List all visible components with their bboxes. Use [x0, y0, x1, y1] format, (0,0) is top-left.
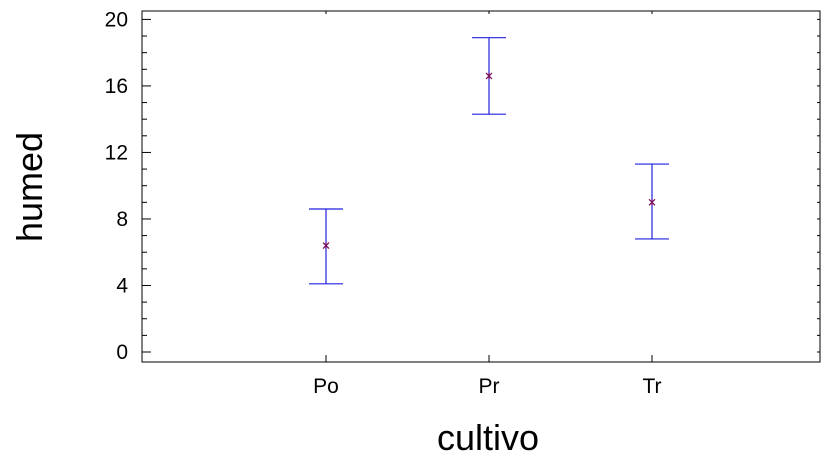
mean-marker — [322, 242, 330, 249]
error-bar-tr — [635, 163, 669, 240]
x-tick-label: Po — [313, 375, 339, 398]
error-bars — [309, 37, 669, 285]
mean-marker — [485, 72, 493, 80]
plot-frame — [141, 10, 821, 363]
x-axis: Po Pr Tr — [313, 11, 662, 398]
mean-marker — [648, 198, 656, 206]
y-axis-title: humed — [9, 132, 50, 242]
y-tick-label: 12 — [105, 141, 128, 164]
y-axis: 0 4 8 12 16 20 — [105, 8, 820, 364]
y-tick-label: 16 — [105, 75, 128, 98]
error-bar-po — [309, 208, 343, 285]
y-tick-label: 4 — [116, 274, 128, 297]
y-tick-label: 20 — [105, 8, 128, 31]
error-bar-pr — [472, 37, 506, 115]
y-tick-label: 8 — [116, 208, 128, 231]
y-tick-label: 0 — [116, 341, 128, 364]
x-tick-label: Tr — [642, 375, 661, 398]
x-axis-title: cultivo — [437, 417, 539, 457]
x-tick-label: Pr — [479, 375, 500, 398]
